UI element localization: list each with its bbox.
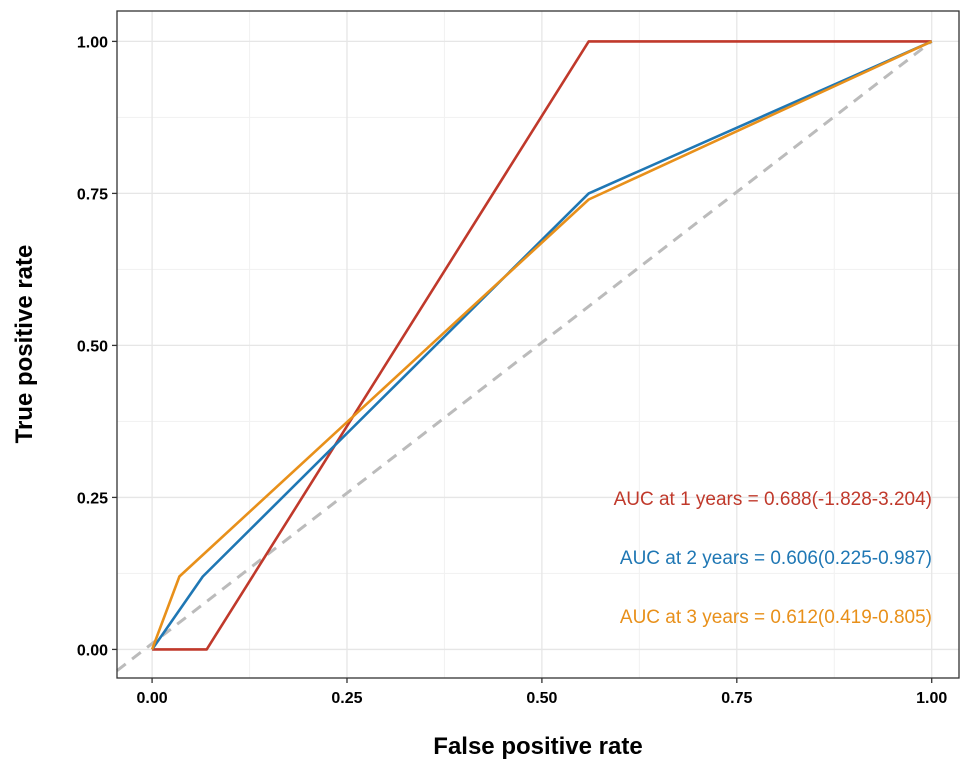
auc-annotation-3: AUC at 3 years = 0.612(0.419-0.805) xyxy=(620,607,932,628)
y-axis-title: True positive rate xyxy=(11,245,38,444)
y-axis-ticks: 0.00 0.25 0.50 0.75 1.00 xyxy=(77,34,117,659)
auc-annotation-2: AUC at 2 years = 0.606(0.225-0.987) xyxy=(620,548,932,569)
y-tick-label: 0.25 xyxy=(77,490,108,507)
x-axis-ticks: 0.00 0.25 0.50 0.75 1.00 xyxy=(137,678,947,707)
roc-curve-1-year xyxy=(152,40,932,651)
reference-diagonal xyxy=(116,40,933,672)
y-tick-label: 1.00 xyxy=(77,34,108,51)
roc-curve-3-years xyxy=(150,40,933,650)
minor-gridlines xyxy=(117,11,959,678)
auc-annotation-1: AUC at 1 years = 0.688(-1.828-3.204) xyxy=(614,489,932,510)
x-tick-label: 1.00 xyxy=(916,690,947,707)
x-axis-title: False positive rate xyxy=(433,733,642,760)
x-tick-label: 0.00 xyxy=(137,690,168,707)
x-tick-label: 0.75 xyxy=(721,690,752,707)
roc-curve-2-years xyxy=(151,40,933,651)
x-tick-label: 0.25 xyxy=(331,690,362,707)
series-layer xyxy=(116,40,933,672)
y-tick-label: 0.75 xyxy=(77,186,108,203)
x-tick-label: 0.50 xyxy=(526,690,557,707)
y-tick-label: 0.50 xyxy=(77,338,108,355)
plot-panel-border xyxy=(116,10,960,679)
y-tick-label: 0.00 xyxy=(77,642,108,659)
auc-annotations: AUC at 1 years = 0.688(-1.828-3.204) AUC … xyxy=(614,489,932,628)
